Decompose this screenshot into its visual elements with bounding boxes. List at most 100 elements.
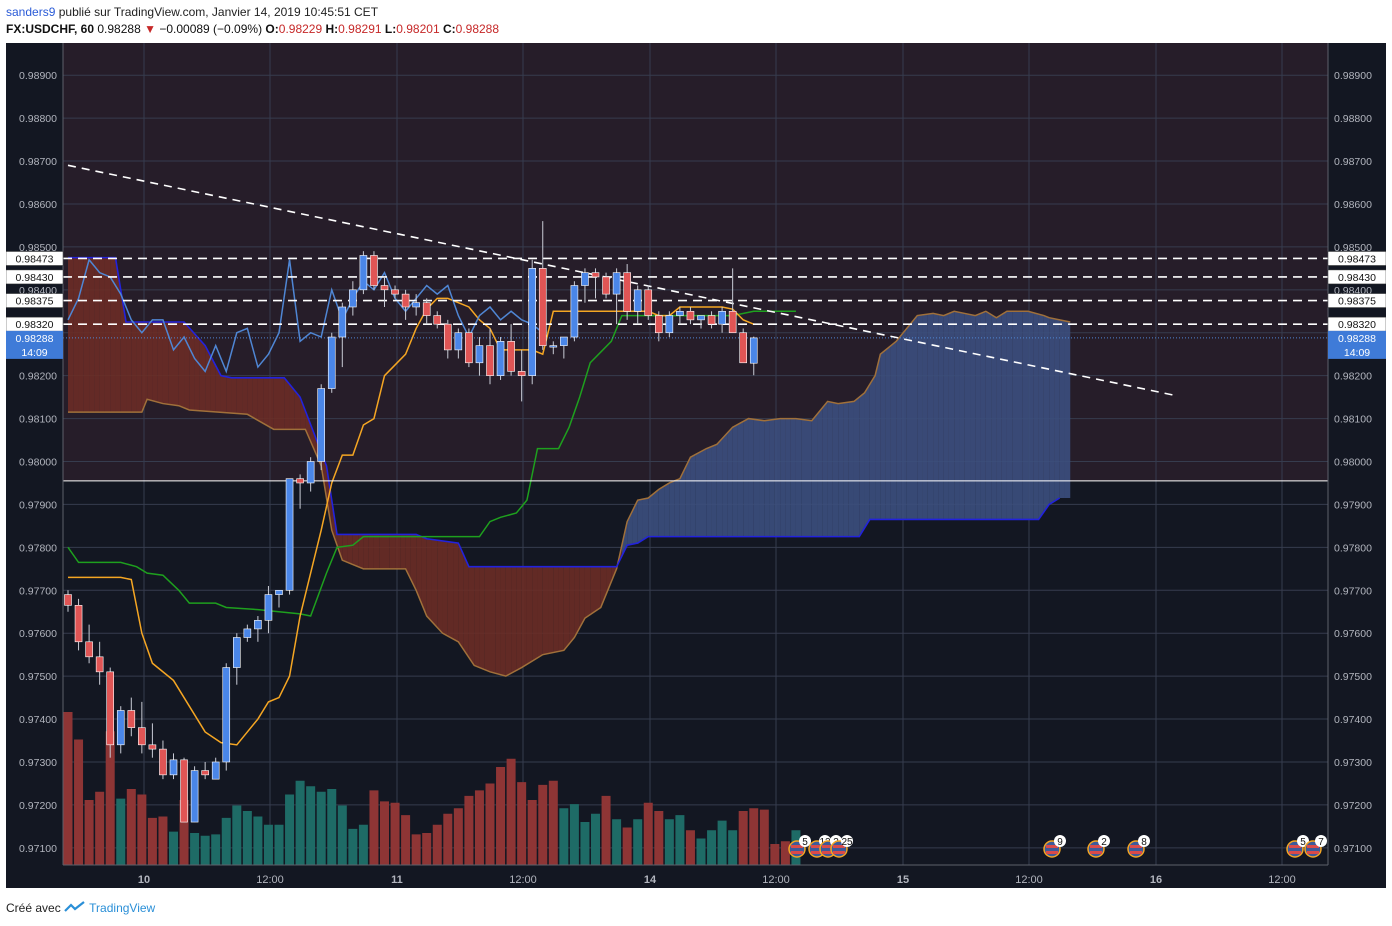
- ichimoku-cloud-segment: [811, 414, 818, 537]
- ichimoku-cloud-segment: [912, 315, 918, 520]
- ichimoku-cloud-segment: [869, 375, 876, 520]
- ichimoku-cloud-segment: [173, 322, 179, 406]
- candle-up: [275, 589, 283, 595]
- candle-down: [644, 289, 653, 316]
- candle-up: [528, 268, 537, 376]
- candle-down: [159, 748, 167, 776]
- y-tick-label-left: 0.98500: [19, 242, 57, 254]
- ichimoku-cloud-segment: [832, 402, 839, 537]
- candle-down: [380, 285, 389, 291]
- event-marker: 8: [1127, 835, 1150, 858]
- volume-bar: [517, 782, 527, 865]
- volume-bar: [401, 815, 411, 865]
- y-tick-label-left: 0.98800: [19, 113, 57, 125]
- x-tick-label: 10: [138, 874, 150, 886]
- high-value: 0.98291: [338, 22, 382, 36]
- event-marker: 25: [830, 835, 853, 858]
- volume-bar: [105, 731, 115, 865]
- ichimoku-cloud-segment: [289, 384, 295, 430]
- ichimoku-cloud-segment: [104, 257, 111, 413]
- ichimoku-cloud-segment: [1049, 317, 1055, 505]
- ichimoku-cloud-segment: [184, 322, 190, 411]
- candle-down: [465, 332, 473, 364]
- volume-bar: [548, 780, 558, 865]
- footer-brand-link[interactable]: TradingView: [89, 901, 156, 915]
- candle-down: [486, 345, 494, 376]
- ichimoku-cloud-segment: [954, 311, 960, 520]
- author-link[interactable]: sanders9: [6, 5, 56, 19]
- y-tick-label-right: 0.98800: [1334, 113, 1372, 125]
- volume-bar: [664, 819, 674, 865]
- candle-down: [95, 656, 104, 673]
- y-tick-label-right: 0.97500: [1334, 671, 1372, 683]
- ichimoku-cloud-segment: [938, 314, 944, 520]
- candle-down: [707, 315, 716, 325]
- candle-down: [138, 727, 146, 746]
- ichimoku-cloud-segment: [817, 407, 823, 537]
- volume-bar: [559, 808, 569, 865]
- ichimoku-cloud-segment: [131, 322, 137, 413]
- volume-bar: [95, 791, 105, 865]
- close-value: 0.98288: [455, 22, 500, 36]
- ichimoku-cloud-segment: [279, 377, 285, 430]
- ichimoku-cloud-segment: [368, 534, 374, 569]
- ichimoku-cloud-segment: [416, 534, 422, 604]
- price-chart[interactable]: 512325928570.989000.989000.988000.988000…: [5, 43, 1387, 888]
- volume-bar: [675, 815, 685, 865]
- ichimoku-cloud-segment: [358, 534, 364, 569]
- ichimoku-cloud-segment: [674, 478, 680, 537]
- ichimoku-cloud-segment: [194, 333, 200, 411]
- volume-bar: [696, 838, 706, 865]
- ichimoku-cloud-segment: [474, 566, 480, 668]
- ichimoku-cloud-segment: [421, 536, 427, 617]
- flag-stripe: [833, 845, 845, 848]
- candle-up: [327, 336, 336, 389]
- ichimoku-cloud-segment: [959, 312, 965, 520]
- ichimoku-cloud-segment: [373, 534, 380, 569]
- volume-bar: [116, 798, 126, 865]
- flag-stripe: [1130, 851, 1142, 854]
- volume-bar: [169, 831, 178, 865]
- volume-bar: [190, 833, 200, 865]
- volume-bar: [580, 822, 590, 865]
- candle-up: [254, 620, 262, 630]
- ichimoku-cloud-segment: [521, 566, 527, 668]
- candle-up: [306, 461, 315, 484]
- ichimoku-cloud-segment: [463, 554, 469, 658]
- level-label-left: 0.98473: [16, 253, 54, 265]
- symbol-label[interactable]: FX:USDCHF, 60: [6, 22, 95, 36]
- ichimoku-cloud-segment: [363, 534, 369, 569]
- ichimoku-cloud-segment: [632, 500, 638, 545]
- ichimoku-cloud-segment: [996, 314, 1002, 520]
- candle-down: [686, 310, 695, 321]
- y-tick-label-left: 0.98700: [19, 156, 57, 168]
- chart-container[interactable]: 512325928570.989000.989000.988000.988000…: [5, 43, 1387, 888]
- candle-up: [718, 310, 726, 325]
- candle-down: [623, 272, 631, 312]
- volume-bar: [591, 813, 600, 865]
- volume-bar: [601, 795, 611, 865]
- ichimoku-cloud-segment: [685, 457, 691, 537]
- ichimoku-cloud-segment: [273, 377, 279, 430]
- candle-up: [749, 337, 758, 364]
- volume-bar: [432, 824, 442, 865]
- ichimoku-cloud-segment: [737, 421, 744, 537]
- ichimoku-cloud-segment: [843, 402, 849, 537]
- candle-up: [211, 761, 220, 780]
- ichimoku-cloud-segment: [774, 418, 781, 537]
- y-tick-label-left: 0.98200: [19, 371, 57, 383]
- ichimoku-cloud-segment: [985, 311, 992, 520]
- ichimoku-cloud-segment: [964, 313, 971, 520]
- event-marker: 9: [1043, 835, 1066, 858]
- volume-bar: [770, 844, 780, 865]
- ichimoku-cloud-segment: [780, 418, 786, 537]
- flag-stripe: [811, 851, 823, 854]
- ichimoku-cloud-segment: [943, 313, 949, 520]
- volume-bar: [84, 800, 94, 865]
- y-tick-label-right: 0.97300: [1334, 757, 1372, 769]
- event-marker: 2: [1087, 835, 1110, 858]
- candle-down: [148, 744, 157, 750]
- y-tick-label-left: 0.98100: [19, 414, 57, 426]
- volume-bar: [780, 841, 790, 865]
- ichimoku-cloud-segment: [790, 418, 796, 537]
